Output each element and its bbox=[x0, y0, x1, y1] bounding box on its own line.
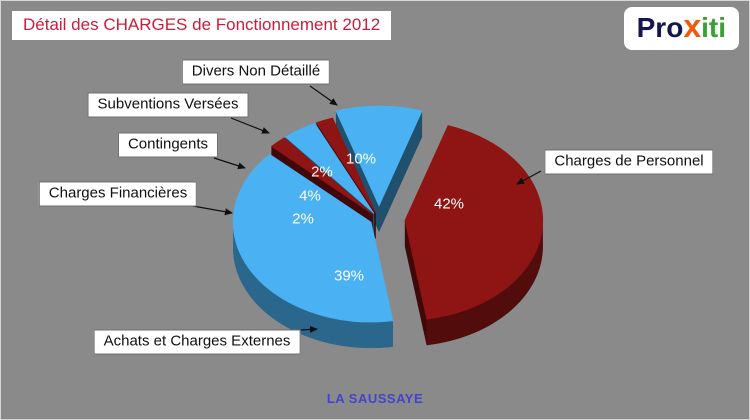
pie-slice-personnel bbox=[404, 125, 544, 320]
logo-text-x: x bbox=[683, 8, 702, 44]
pie-top-faces bbox=[232, 105, 544, 323]
pie-slice-wall-achats-0 bbox=[233, 222, 393, 349]
pie-slice-divers bbox=[335, 105, 423, 207]
chart-title-box: Détail des CHARGES de Fonctionnement 201… bbox=[11, 10, 393, 41]
pie-slice-wall-personnel-0 bbox=[426, 220, 543, 346]
proxiti-logo: Proxiti bbox=[623, 7, 739, 50]
pie-slice-cut-personnel-1 bbox=[404, 220, 427, 346]
leader-line-financieres bbox=[192, 205, 233, 216]
logo-text-iti: iti bbox=[701, 12, 726, 43]
pie-slice-financieres bbox=[270, 137, 373, 215]
leader-line-contingents bbox=[213, 157, 246, 170]
leader-line-divers bbox=[309, 85, 338, 106]
pie-slice-achats bbox=[232, 153, 394, 323]
pie-slice-subventions bbox=[315, 117, 376, 214]
leader-line-subventions bbox=[230, 117, 270, 134]
pie-slice-contingents bbox=[284, 122, 375, 214]
logo-text-pro: Pro bbox=[636, 12, 684, 43]
footer-caption: LA SAUSSAYE bbox=[326, 391, 424, 406]
leader-line-personnel bbox=[516, 170, 542, 185]
chart-title: Détail des CHARGES de Fonctionnement 201… bbox=[23, 15, 381, 34]
pie-slice-cut-divers-1 bbox=[379, 110, 423, 232]
